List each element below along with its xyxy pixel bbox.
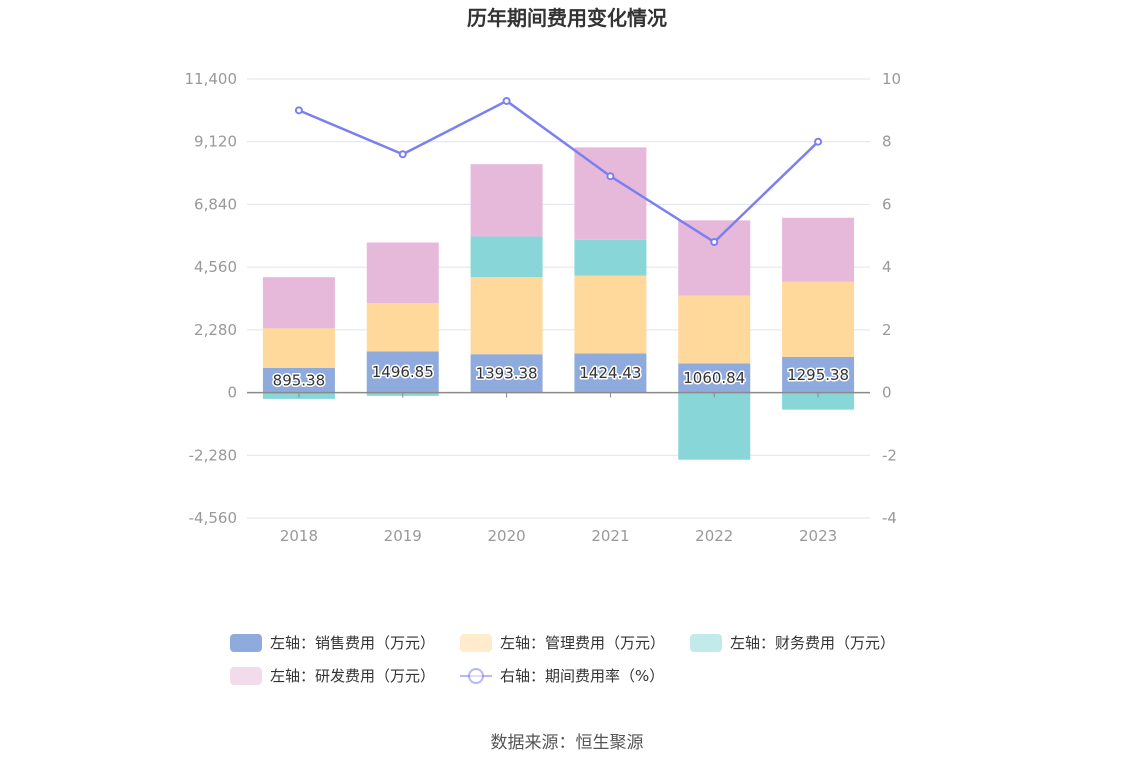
rate-line (294, 96, 823, 247)
bar-4-2019 (366, 242, 439, 303)
x-tick-label: 2022 (695, 527, 733, 545)
right-tick-label: 2 (882, 321, 892, 339)
gridlines (247, 78, 870, 519)
right-tick-label: -2 (882, 446, 897, 464)
chart-title: 历年期间费用变化情况 (467, 6, 667, 30)
legend-item-4: 左轴：研发费用（万元） (230, 667, 435, 685)
x-axis-ticks: 2018 2019 2020 2021 2022 2023 (280, 527, 837, 545)
right-tick-label: 0 (882, 384, 892, 402)
legend-item-5: 右轴：期间费用率（%） (460, 667, 664, 685)
bar-4-2023 (782, 217, 855, 282)
bar-1-2020 (470, 354, 543, 393)
source-note: 数据来源：恒生聚源 (491, 733, 644, 753)
right-tick-label: 4 (882, 258, 892, 276)
zero-axis (247, 391, 870, 398)
right-tick-label: 6 (882, 195, 892, 213)
data-label: 1496.85 (372, 363, 434, 381)
bar-3-2022 (678, 392, 751, 460)
legend-swatch-marker (468, 668, 484, 684)
bar-2-2020 (470, 277, 543, 355)
data-label: 1060.84 (683, 369, 745, 387)
bar-1-2019 (366, 351, 439, 393)
left-tick-label: 11,400 (185, 70, 238, 88)
bar-1-2022 (678, 363, 751, 393)
left-tick-label: 0 (227, 384, 237, 402)
legend-label: 左轴：研发费用（万元） (270, 667, 435, 685)
right-tick-label: 10 (882, 70, 901, 88)
legend-label: 右轴：期间费用率（%） (500, 667, 664, 685)
x-tick-label: 2021 (591, 527, 629, 545)
left-tick-label: 2,280 (194, 321, 237, 339)
rate-point (398, 150, 407, 159)
bar-2-2021 (574, 275, 647, 354)
rate-point (814, 137, 823, 146)
legend-item-2: 左轴：管理费用（万元） (460, 634, 665, 652)
bar-1-2018 (262, 367, 335, 393)
left-tick-label: 9,120 (194, 133, 237, 151)
bar-1-2021 (574, 353, 647, 393)
bar-2-2023 (782, 281, 855, 357)
rate-point (606, 172, 615, 181)
bar-4-2022 (678, 220, 751, 296)
left-tick-label: 6,840 (194, 195, 237, 213)
legend-label: 左轴：管理费用（万元） (500, 634, 665, 652)
rate-point (710, 238, 719, 247)
legend-item-1: 左轴：销售费用（万元） (230, 634, 435, 652)
bar-4-2020 (470, 164, 543, 237)
data-label: 1393.38 (476, 364, 538, 382)
x-tick-label: 2019 (384, 527, 422, 545)
legend-label: 左轴：财务费用（万元） (730, 634, 895, 652)
left-tick-label: 4,560 (194, 258, 237, 276)
bar-2-2022 (678, 295, 751, 364)
bar-4-2021 (574, 147, 647, 240)
data-label: 1424.43 (579, 364, 641, 382)
rate-point (294, 106, 303, 115)
legend: 左轴：销售费用（万元） 左轴：管理费用（万元） 左轴：财务费用（万元） 左轴：研发费用… (230, 634, 895, 685)
data-label: 1295.38 (787, 366, 849, 384)
legend-swatch (230, 634, 262, 652)
bar-2-2019 (366, 302, 439, 352)
left-tick-label: -2,280 (189, 446, 237, 464)
x-tick-label: 2018 (280, 527, 318, 545)
bars (262, 147, 855, 460)
x-tick-label: 2023 (799, 527, 837, 545)
left-axis-ticks: 11,400 9,120 6,840 4,560 2,280 0 -2,280 -4,560 (185, 70, 238, 527)
rate-line-path (298, 99, 819, 244)
left-tick-label: -4,560 (189, 509, 237, 527)
right-tick-label: 8 (882, 133, 892, 151)
legend-swatch (230, 667, 262, 685)
data-labels: 895.38 1496.85 1393.38 1424.43 1060.84 1295.3… (271, 361, 850, 390)
rate-point (502, 96, 511, 105)
legend-item-3: 左轴：财务费用（万元） (690, 634, 895, 652)
x-tick-label: 2020 (487, 527, 525, 545)
bar-4-2018 (262, 277, 335, 329)
right-axis-ticks: 10 8 6 4 2 0 -2 -4 (882, 70, 901, 527)
data-label: 895.38 (273, 371, 326, 389)
legend-swatch (690, 634, 722, 652)
bar-3-2021 (574, 239, 647, 276)
bar-3-2020 (470, 236, 543, 278)
bar-3-2023 (782, 392, 855, 410)
legend-label: 左轴：销售费用（万元） (270, 634, 435, 652)
bar-2-2018 (262, 328, 335, 368)
right-tick-label: -4 (882, 509, 897, 527)
legend-swatch (460, 634, 492, 652)
bar-1-2023 (782, 356, 855, 393)
